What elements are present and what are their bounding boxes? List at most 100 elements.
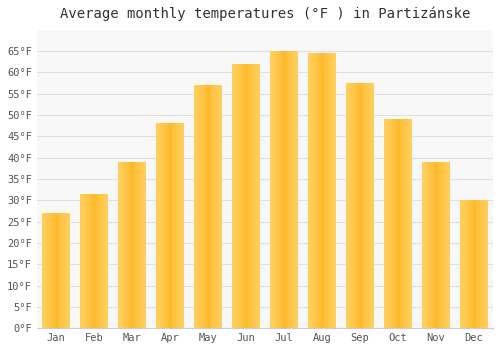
Bar (363, 83, 364, 328)
Bar (250, 64, 251, 328)
Bar (248, 64, 249, 328)
Bar (394, 119, 395, 328)
Bar (101, 194, 102, 328)
Bar (241, 64, 242, 328)
Bar (213, 85, 214, 328)
Bar (92, 194, 93, 328)
Bar (129, 162, 130, 328)
Bar (406, 119, 408, 328)
Bar (348, 83, 350, 328)
Bar (385, 119, 386, 328)
Bar (45, 213, 46, 328)
Bar (474, 200, 475, 328)
Bar (318, 53, 319, 328)
Bar (103, 194, 104, 328)
Bar (401, 119, 402, 328)
Bar (475, 200, 476, 328)
Bar (99, 194, 100, 328)
Bar (83, 194, 84, 328)
Bar (220, 85, 222, 328)
Bar (460, 200, 461, 328)
Bar (164, 124, 165, 328)
Bar (403, 119, 404, 328)
Bar (310, 53, 312, 328)
Bar (355, 83, 356, 328)
Bar (200, 85, 201, 328)
Bar (235, 64, 236, 328)
Bar (86, 194, 88, 328)
Bar (278, 51, 279, 328)
Bar (324, 53, 325, 328)
Bar (139, 162, 140, 328)
Bar (51, 213, 52, 328)
Bar (202, 85, 203, 328)
Bar (357, 83, 358, 328)
Bar (88, 194, 89, 328)
Bar (102, 194, 103, 328)
Bar (242, 64, 243, 328)
Bar (43, 213, 44, 328)
Bar (436, 162, 438, 328)
Bar (104, 194, 105, 328)
Bar (482, 200, 484, 328)
Bar (259, 64, 260, 328)
Bar (141, 162, 142, 328)
Bar (179, 124, 180, 328)
Bar (91, 194, 92, 328)
Bar (347, 83, 348, 328)
Bar (328, 53, 329, 328)
Bar (208, 85, 210, 328)
Bar (165, 124, 166, 328)
Bar (319, 53, 320, 328)
Bar (142, 162, 144, 328)
Bar (252, 64, 253, 328)
Bar (476, 200, 477, 328)
Bar (130, 162, 131, 328)
Bar (93, 194, 94, 328)
Bar (398, 119, 400, 328)
Bar (308, 53, 309, 328)
Bar (61, 213, 62, 328)
Bar (58, 213, 59, 328)
Bar (472, 200, 474, 328)
Bar (362, 83, 363, 328)
Bar (449, 162, 450, 328)
Bar (122, 162, 124, 328)
Bar (120, 162, 121, 328)
Bar (292, 51, 293, 328)
Bar (256, 64, 258, 328)
Bar (443, 162, 444, 328)
Bar (126, 162, 127, 328)
Bar (53, 213, 54, 328)
Bar (346, 83, 347, 328)
Bar (46, 213, 48, 328)
Bar (270, 51, 271, 328)
Bar (390, 119, 391, 328)
Bar (331, 53, 332, 328)
Bar (317, 53, 318, 328)
Bar (138, 162, 139, 328)
Bar (288, 51, 289, 328)
Bar (206, 85, 207, 328)
Bar (215, 85, 216, 328)
Bar (441, 162, 442, 328)
Bar (162, 124, 164, 328)
Bar (89, 194, 90, 328)
Bar (238, 64, 239, 328)
Bar (353, 83, 354, 328)
Bar (157, 124, 158, 328)
Bar (469, 200, 470, 328)
Bar (321, 53, 322, 328)
Bar (195, 85, 196, 328)
Bar (234, 64, 235, 328)
Bar (289, 51, 290, 328)
Bar (258, 64, 259, 328)
Bar (55, 213, 56, 328)
Bar (137, 162, 138, 328)
Bar (322, 53, 324, 328)
Bar (352, 83, 353, 328)
Bar (177, 124, 178, 328)
Bar (211, 85, 212, 328)
Bar (402, 119, 403, 328)
Bar (82, 194, 83, 328)
